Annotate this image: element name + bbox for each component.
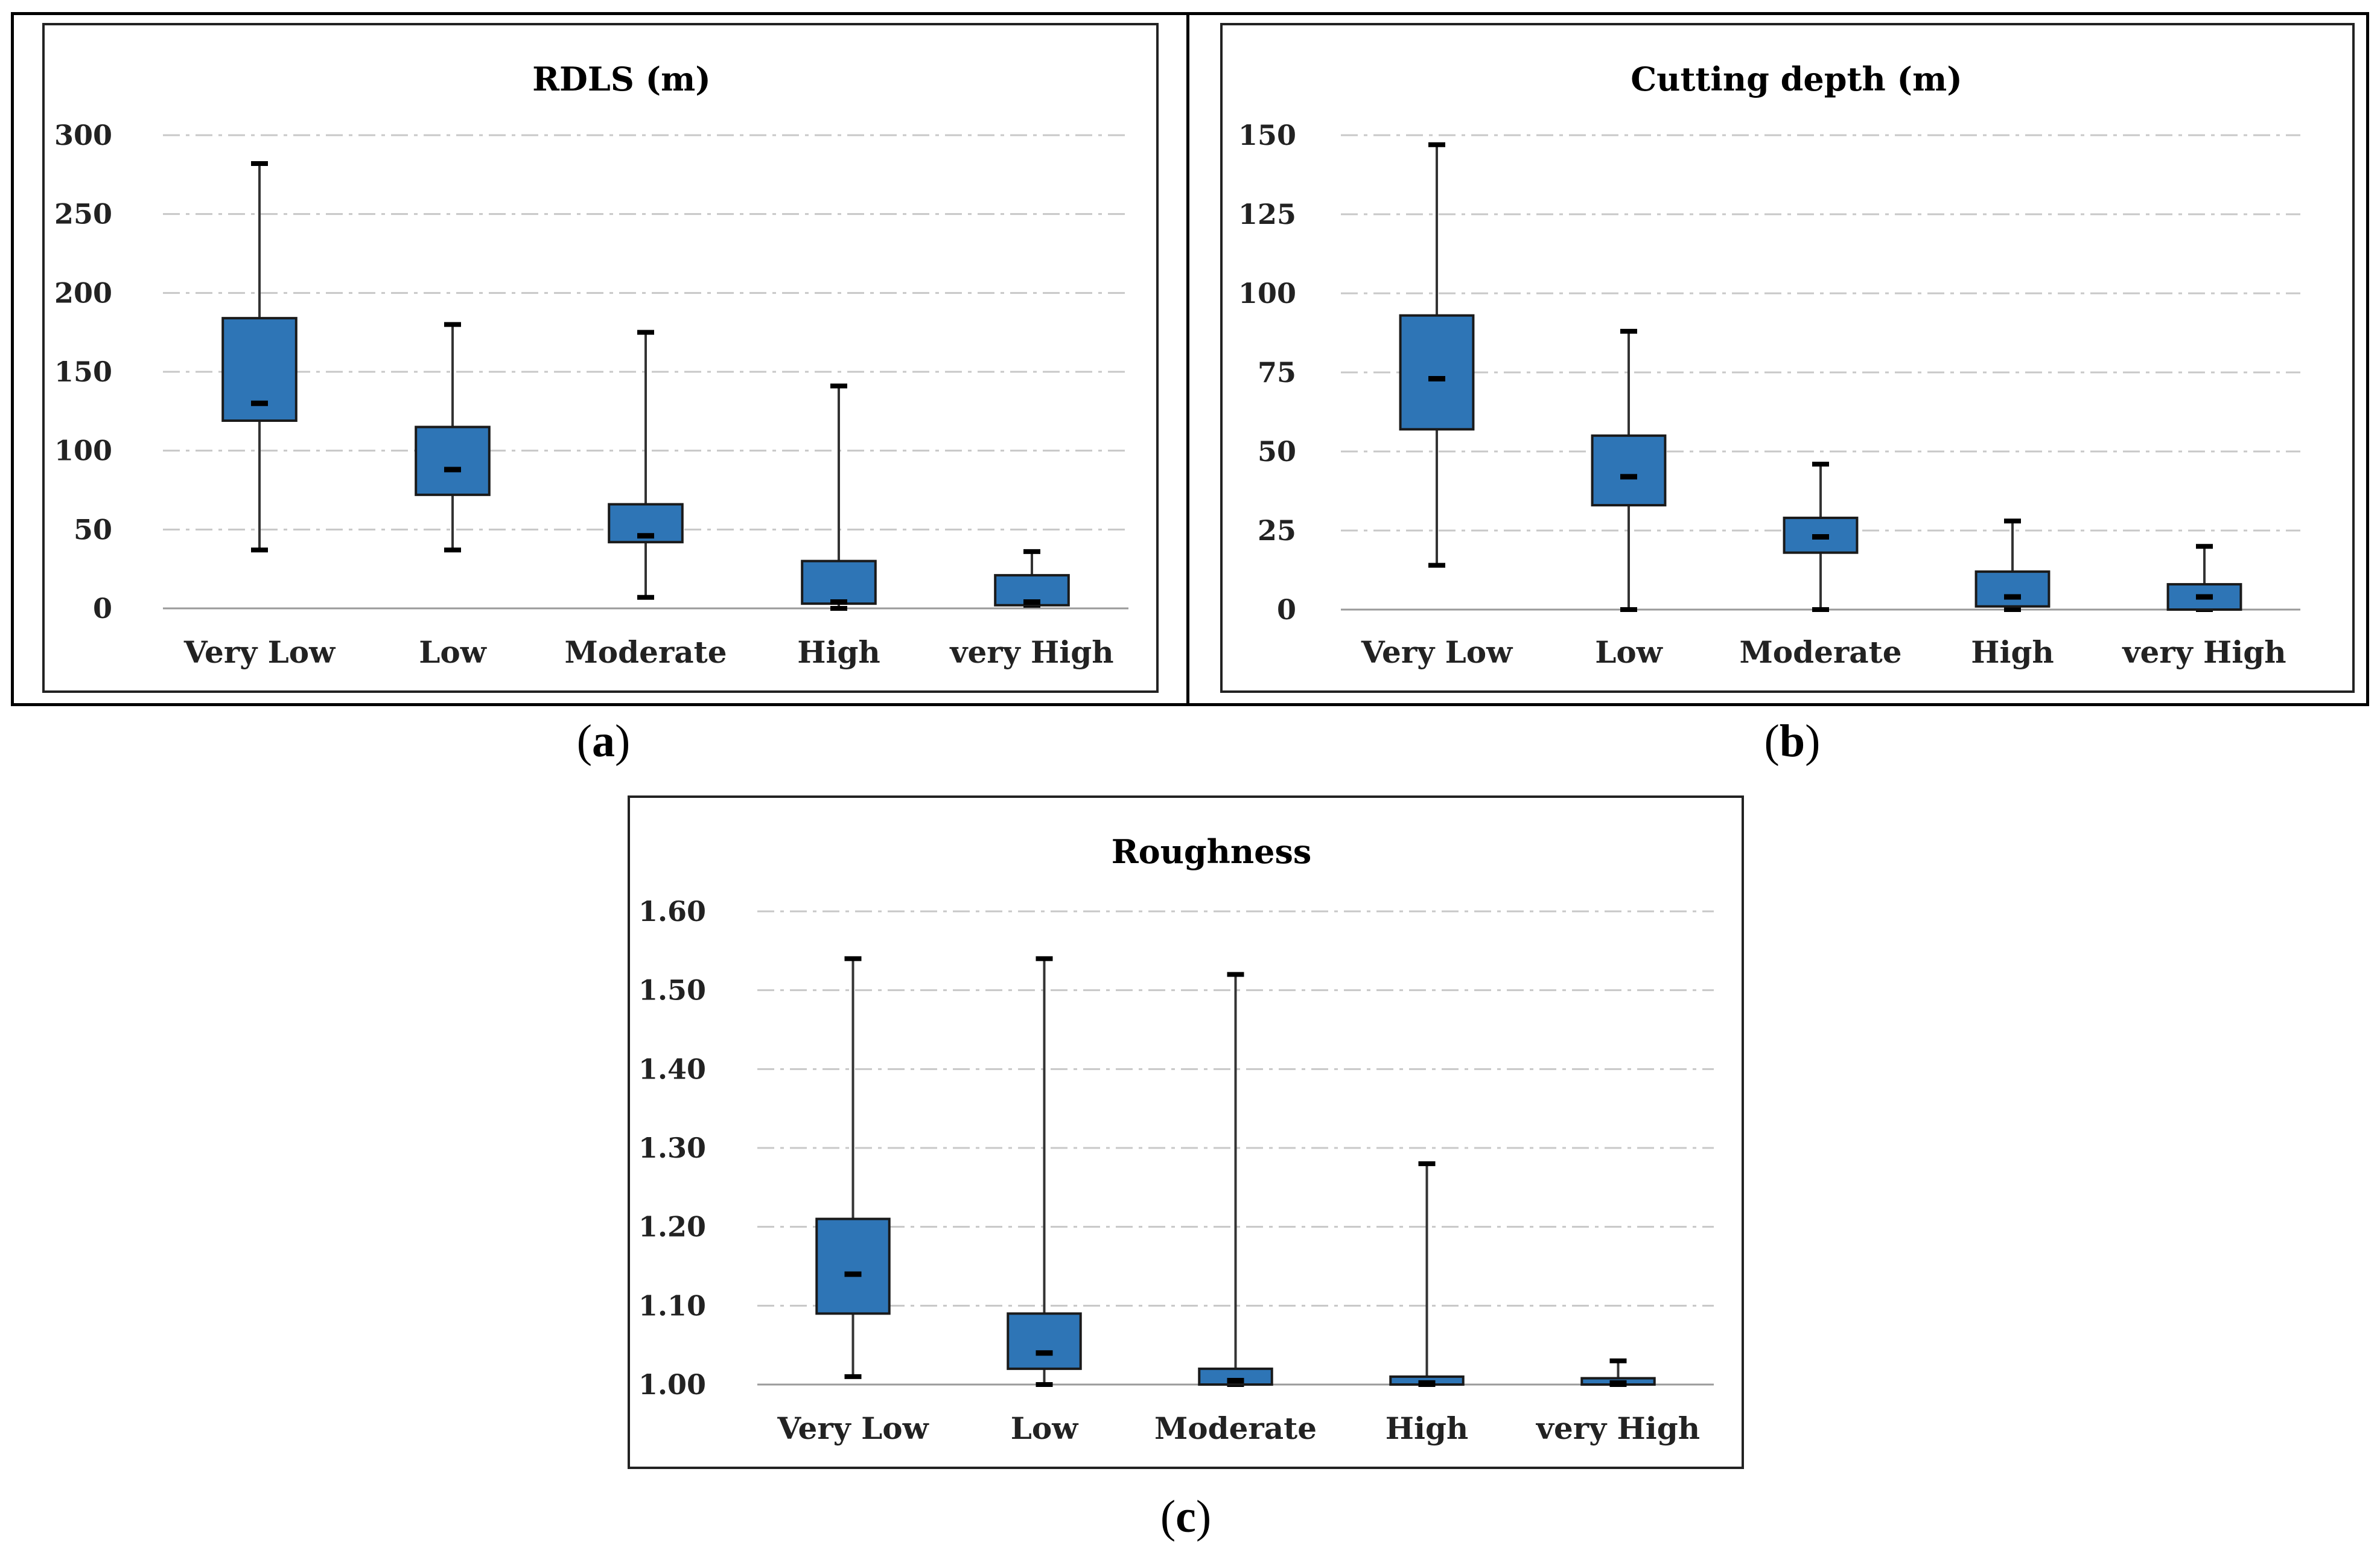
box-high [1389, 1161, 1465, 1387]
x-category-label: very High [2122, 634, 2286, 670]
y-tick-label: 100 [1238, 277, 1296, 310]
box-iqr [1783, 517, 1859, 554]
x-category-label: Very Low [777, 1410, 929, 1446]
x-category-label: High [1971, 634, 2054, 670]
x-category-label: Moderate [1154, 1410, 1317, 1446]
y-tick-label: 300 [54, 119, 112, 151]
box-moderate [1198, 972, 1273, 1387]
roughness-chart: Roughness 1.00 1.10 1.20 1.30 1.40 1.50 1.60 Ver… [638, 832, 1714, 1446]
box-moderate [1783, 461, 1859, 612]
x-category-label: Low [419, 634, 488, 670]
x-category-label: Moderate [1739, 634, 1901, 670]
x-category-label: High [1386, 1410, 1469, 1446]
y-tick-label: 50 [1258, 435, 1296, 468]
box-iqr [1974, 570, 2051, 608]
y-tick-label: 250 [54, 198, 112, 231]
chart-title: RDLS (m) [532, 60, 711, 98]
x-category-label: very High [949, 634, 1113, 670]
top-frame-divider [1186, 12, 1189, 706]
box-moderate [608, 330, 684, 600]
x-category-label: Moderate [564, 634, 727, 670]
box-very-low [221, 161, 298, 553]
panel-label-c: (c) [1160, 1491, 1212, 1542]
y-tick-label: 0 [93, 592, 112, 625]
chart-title: Roughness [1112, 832, 1312, 871]
x-category-label: Very Low [183, 634, 336, 670]
box-low [415, 322, 491, 553]
chart-title: Cutting depth (m) [1631, 60, 1962, 98]
y-tick-label: 1.60 [638, 895, 706, 928]
box-low [1007, 956, 1082, 1387]
rdls-chart: RDLS (m) 0 50 100 150 200 250 300 Very Low Low Mod… [54, 60, 1128, 670]
y-tick-label: 1.10 [638, 1289, 706, 1322]
y-tick-label: 100 [54, 435, 112, 467]
box-iqr [815, 1217, 891, 1315]
box-very-high [2166, 544, 2242, 612]
panel-letter-a: a [592, 716, 615, 767]
y-tick-label: 1.30 [638, 1132, 706, 1164]
box-very-high [994, 549, 1070, 608]
x-category-label: very High [1536, 1410, 1700, 1446]
y-tick-label: 200 [54, 276, 112, 309]
y-tick-label: 150 [1238, 119, 1296, 151]
y-tick-label: 1.20 [638, 1211, 706, 1243]
x-category-label: High [797, 634, 880, 670]
cutting-depth-chart: Cutting depth (m) 0 25 50 75 100 125 150 Very Lo… [1238, 60, 2300, 670]
panel-c-box [628, 795, 1744, 1469]
box-iqr [801, 559, 877, 605]
panel-letter-b: b [1779, 716, 1806, 767]
x-category-label: Low [1595, 634, 1664, 670]
box-iqr [1591, 434, 1667, 507]
y-tick-label: 0 [1277, 593, 1296, 626]
panel-label-a: (a) [576, 716, 631, 767]
top-frame [11, 12, 2369, 706]
box-iqr [415, 426, 491, 496]
box-very-low [1399, 142, 1475, 568]
box-very-low [815, 956, 891, 1379]
y-tick-label: 1.50 [638, 974, 706, 1007]
y-tick-label: 150 [54, 355, 112, 388]
y-tick-label: 125 [1238, 198, 1296, 231]
box-low [1591, 328, 1667, 612]
panel-label-b: (b) [1764, 716, 1821, 767]
panel-letter-c: c [1176, 1491, 1196, 1542]
x-category-label: Very Low [1361, 634, 1513, 670]
box-iqr [1399, 314, 1475, 431]
box-iqr [1007, 1312, 1082, 1370]
box-high [1974, 518, 2051, 612]
y-tick-label: 1.40 [638, 1053, 706, 1085]
y-tick-label: 50 [74, 513, 112, 546]
y-tick-label: 1.00 [638, 1368, 706, 1401]
y-tick-label: 25 [1258, 514, 1296, 547]
box-high [801, 383, 877, 611]
box-very-high [1580, 1358, 1656, 1387]
x-category-label: Low [1011, 1410, 1080, 1446]
y-tick-label: 75 [1258, 356, 1296, 389]
